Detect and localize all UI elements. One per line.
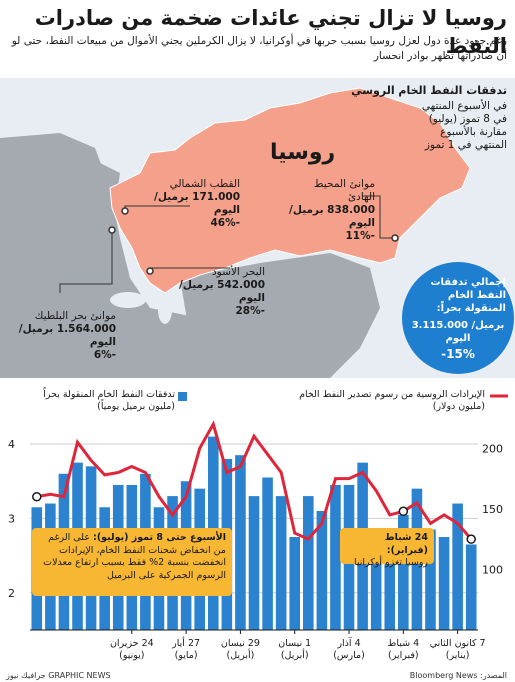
annotation-feb-title: 24 شباط (فبراير):	[384, 532, 428, 556]
x-tick-sublabel: (فبراير)	[388, 650, 419, 661]
highlight-point	[398, 506, 409, 517]
flow-bar	[330, 484, 341, 630]
x-tick-label: 7 كانون الثاني	[430, 638, 486, 649]
baltic-port-line	[59, 231, 113, 293]
black-sea	[110, 292, 146, 308]
x-tick-label: 4 شباط	[388, 638, 420, 649]
pacific-port-label: موانئ المحيط الهادئ 838.000 برميل/اليوم …	[285, 178, 375, 243]
baltic-port-name: موانئ بحر البلطيك	[34, 310, 116, 322]
flow-bar	[398, 514, 409, 630]
flow-bar	[465, 544, 477, 630]
blacksea-port-volume: 542.000 برميل/اليوم	[179, 279, 265, 304]
headline: روسيا لا تزال تجني عائدات ضخمة من صادرات…	[34, 6, 507, 58]
flow-bar	[235, 455, 246, 630]
blacksea-port-change: -28%	[235, 305, 266, 317]
map-legend-title: تدفقات النفط الخام الروسي	[351, 84, 507, 97]
flow-bar	[425, 529, 436, 630]
annotation-feb: 24 شباط (فبراير): روسيا تغزو أوكرانيا	[340, 528, 434, 568]
chart-panel: 2 3 4 100 150 200 7 كانون الثاني (يناير) 4 شبا…	[0, 378, 515, 664]
russia-label: روسيا	[270, 140, 336, 165]
map-legend-body: في الأسبوع المنتهي في 8 تموز (يوليو) مقا…	[421, 100, 507, 151]
flow-bar	[275, 496, 287, 630]
scandinavia-land	[55, 163, 120, 268]
asia-land	[180, 253, 380, 378]
baltic-port-change: -6%	[93, 349, 116, 361]
annotation-july-title: الأسبوع حتى 8 تموز (يوليو):	[93, 532, 226, 543]
x-tick-label: 29 نيسان	[221, 638, 260, 649]
pacific-port-line	[362, 195, 395, 239]
flow-bar	[303, 496, 314, 630]
europe-land	[0, 133, 230, 378]
arctic-port-change: -46%	[210, 217, 241, 229]
x-tick-label: 24 حزيران	[110, 638, 154, 649]
x-tick-sublabel: (مارس)	[333, 650, 365, 661]
flow-bar	[262, 477, 273, 630]
x-tick-label: 1 نيسان	[278, 638, 311, 649]
right-axis-tick: 150	[482, 503, 503, 516]
flow-bar	[384, 537, 396, 630]
flow-bar	[438, 537, 450, 630]
flow-bar	[248, 496, 260, 630]
x-tick-sublabel: (يونيو)	[119, 650, 144, 661]
pacific-port-volume: 838.000 برميل/اليوم	[289, 204, 375, 229]
right-axis-tick: 100	[482, 563, 503, 576]
total-flow-title: إجمالي تدفقات النفط الخام المنقولة بحراً…	[430, 277, 506, 314]
x-tick-label: 4 آذار	[336, 636, 360, 649]
left-axis-tick: 4	[8, 438, 15, 451]
blacksea-port-name: البحر الأسود	[212, 266, 265, 278]
total-flow-circle: إجمالي تدفقات النفط الخام المنقولة بحراً…	[402, 262, 514, 374]
flow-bar	[452, 503, 463, 630]
source: المصدر: Bloomberg News	[409, 671, 507, 680]
x-tick-sublabel: (مايو)	[175, 650, 198, 661]
total-flow-change: -15%	[441, 347, 475, 361]
x-tick-label: 27 أيار	[171, 636, 200, 649]
subhead: رغم جهود عدة دول لعزل روسيا بسبب حربها ف…	[11, 35, 507, 62]
map-panel: تدفقات النفط الخام الروسي في الأسبوع الم…	[0, 78, 515, 378]
flow-bar	[289, 537, 301, 630]
russia-map	[0, 87, 471, 378]
highlight-point	[466, 534, 476, 544]
arctic-port-volume: 171.000 برميل/اليوم	[154, 191, 240, 216]
arctic-port-label: القطب الشمالي 171.000 برميل/اليوم -46%	[140, 178, 240, 230]
annotation-feb-body: روسيا تغزو أوكرانيا	[353, 557, 428, 568]
arctic-port-name: القطب الشمالي	[169, 178, 240, 190]
annotation-july: الأسبوع حتى 8 تموز (يوليو): على الرغم من…	[32, 528, 232, 596]
annotation-july-body: على الرغم من انخفاض شحنات النفط الخام، ا…	[43, 532, 226, 581]
credit: جرافيك نيوز GRAPHIC NEWS	[6, 671, 111, 680]
blacksea-port-label: البحر الأسود 542.000 برميل/اليوم -28%	[170, 266, 265, 318]
right-axis-tick: 200	[482, 442, 503, 455]
pacific-port-change: -11%	[345, 230, 376, 242]
caspian-sea	[158, 296, 172, 324]
total-flow-volume: 3.115.000 برميل/اليوم	[411, 320, 505, 344]
flow-bar	[316, 510, 328, 630]
left-axis-tick: 3	[8, 512, 15, 525]
x-tick-sublabel: (أبريل)	[227, 648, 255, 661]
left-axis-tick: 2	[8, 587, 15, 600]
line-legend-label: الإيرادات الروسية من رسوم تصدير النفط ال…	[299, 389, 485, 412]
russia-shape	[109, 87, 471, 294]
highlight-point	[32, 491, 42, 502]
flow-bar	[370, 529, 382, 630]
baltic-port-volume: 1.564.000 برميل/اليوم	[18, 323, 116, 348]
bar-legend-swatch	[178, 392, 187, 401]
baltic-port-label: موانئ بحر البلطيك 1.564.000 برميل/اليوم …	[4, 310, 116, 362]
pacific-port-name: موانئ المحيط الهادئ	[313, 178, 375, 203]
x-tick-sublabel: (أبريل)	[281, 648, 309, 661]
x-tick-sublabel: (يناير)	[446, 650, 470, 661]
bar-legend-label: تدفقات النفط الخام المنقولة بحراً (مليون…	[43, 389, 175, 412]
combo-chart: 2 3 4 100 150 200 7 كانون الثاني(يناير) 4 شبا…	[8, 392, 508, 661]
